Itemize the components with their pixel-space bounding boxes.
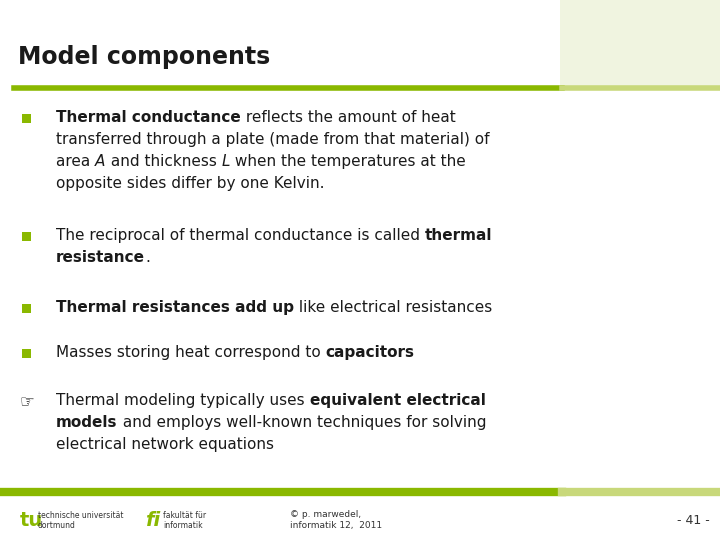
Text: informatik: informatik xyxy=(163,521,202,530)
Text: Thermal conductance: Thermal conductance xyxy=(56,110,240,125)
Text: tu: tu xyxy=(20,510,43,530)
Text: electrical network equations: electrical network equations xyxy=(56,437,274,452)
Text: fi: fi xyxy=(145,510,160,530)
Bar xyxy=(22,232,31,241)
Text: and employs well-known techniques for solving: and employs well-known techniques for so… xyxy=(117,415,486,430)
Text: area: area xyxy=(56,154,95,169)
Text: thermal: thermal xyxy=(425,228,492,243)
Bar xyxy=(22,304,31,313)
Bar xyxy=(560,0,720,88)
Text: and thickness: and thickness xyxy=(106,154,221,169)
Text: - 41 -: - 41 - xyxy=(678,514,710,526)
Text: like electrical resistances: like electrical resistances xyxy=(294,300,492,315)
Text: equivalent electrical: equivalent electrical xyxy=(310,393,485,408)
Text: transferred through a plate (made from that material) of: transferred through a plate (made from t… xyxy=(56,132,490,147)
Text: A: A xyxy=(95,154,106,169)
Text: Thermal modeling typically uses: Thermal modeling typically uses xyxy=(56,393,310,408)
Text: opposite sides differ by one Kelvin.: opposite sides differ by one Kelvin. xyxy=(56,176,325,191)
Text: when the temperatures at the: when the temperatures at the xyxy=(230,154,466,169)
Text: fakultät für: fakultät für xyxy=(163,510,206,519)
Text: L: L xyxy=(221,154,230,169)
Text: resistance: resistance xyxy=(56,250,145,265)
Text: Thermal resistances add up: Thermal resistances add up xyxy=(56,300,294,315)
Text: dortmund: dortmund xyxy=(38,521,76,530)
Text: ☞: ☞ xyxy=(20,393,35,411)
Text: capacitors: capacitors xyxy=(325,345,415,360)
Text: .: . xyxy=(145,250,150,265)
Text: reflects the amount of heat: reflects the amount of heat xyxy=(240,110,456,125)
Text: The reciprocal of thermal conductance is called: The reciprocal of thermal conductance is… xyxy=(56,228,425,243)
Text: Model components: Model components xyxy=(18,45,270,69)
Bar xyxy=(22,349,31,358)
Text: models: models xyxy=(56,415,117,430)
Bar xyxy=(22,114,31,123)
Text: Masses storing heat correspond to: Masses storing heat correspond to xyxy=(56,345,325,360)
Text: © p. marwedel,
informatik 12,  2011: © p. marwedel, informatik 12, 2011 xyxy=(290,510,382,530)
Text: technische universität: technische universität xyxy=(38,510,124,519)
